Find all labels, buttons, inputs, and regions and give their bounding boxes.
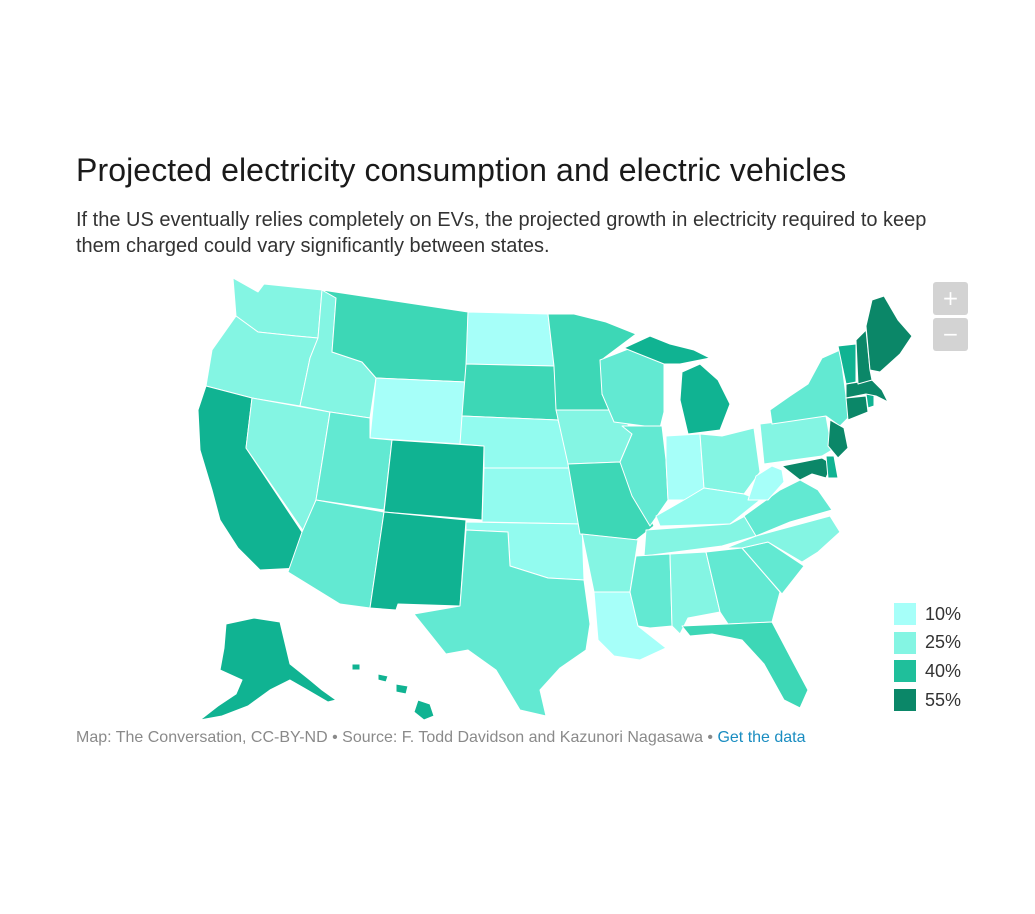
state-pennsylvania[interactable] [759,415,833,465]
legend-label: 40% [925,660,962,681]
state-texas[interactable] [413,529,591,717]
state-michigan[interactable] [679,363,731,435]
state-south-dakota[interactable] [461,363,559,421]
zoom-out-button[interactable]: − [933,318,968,351]
state-michigan-upper[interactable] [623,335,711,365]
get-the-data-link[interactable]: Get the data [717,729,806,746]
state-new-york[interactable] [769,349,851,427]
state-maine[interactable] [865,295,913,373]
state-florida[interactable] [681,621,809,709]
state-hawaii-maui[interactable] [395,683,409,695]
state-north-carolina[interactable] [725,515,841,563]
legend-swatch [894,603,916,626]
state-connecticut[interactable] [845,395,869,421]
legend-swatch [894,660,916,683]
state-maryland[interactable] [781,457,833,481]
legend: 10% 25% 40% 55% [894,600,961,714]
state-hawaii-big-island[interactable] [413,699,435,721]
state-virginia[interactable] [743,479,833,537]
zoom-in-button[interactable]: + [933,282,968,315]
legend-item: 55% [894,686,961,715]
state-colorado[interactable] [383,439,485,521]
legend-label: 55% [925,689,962,710]
state-north-dakota[interactable] [465,311,555,367]
state-new-jersey[interactable] [827,419,849,459]
footer-credit-text: Map: The Conversation, CC-BY-ND • Source… [76,729,718,746]
state-ohio[interactable] [699,427,761,495]
state-arkansas[interactable] [581,533,639,593]
legend-label: 25% [925,632,962,653]
legend-item: 40% [894,657,961,686]
state-rhode-island[interactable] [865,393,875,409]
state-new-hampshire[interactable] [855,329,873,385]
page-title: Projected electricity consumption and el… [76,152,847,188]
legend-item: 25% [894,629,961,658]
state-delaware[interactable] [825,455,839,479]
state-illinois[interactable] [619,425,669,527]
state-kansas[interactable] [481,467,581,525]
state-alaska[interactable] [199,617,337,721]
state-west-virginia[interactable] [747,465,785,501]
footer-credit: Map: The Conversation, CC-BY-ND • Source… [76,729,806,747]
state-mississippi[interactable] [629,553,673,629]
legend-swatch [894,689,916,712]
state-hawaii-kauai[interactable] [351,663,361,671]
state-massachusetts[interactable] [845,379,889,403]
state-indiana[interactable] [665,433,705,501]
state-new-mexico[interactable] [369,511,467,611]
state-vermont[interactable] [837,343,857,385]
state-wyoming[interactable] [369,377,467,445]
legend-swatch [894,631,916,654]
page-subtitle: If the US eventually relies completely o… [76,209,927,257]
state-hawaii-oahu[interactable] [377,673,389,683]
legend-label: 10% [925,603,962,624]
legend-item: 10% [894,600,961,629]
